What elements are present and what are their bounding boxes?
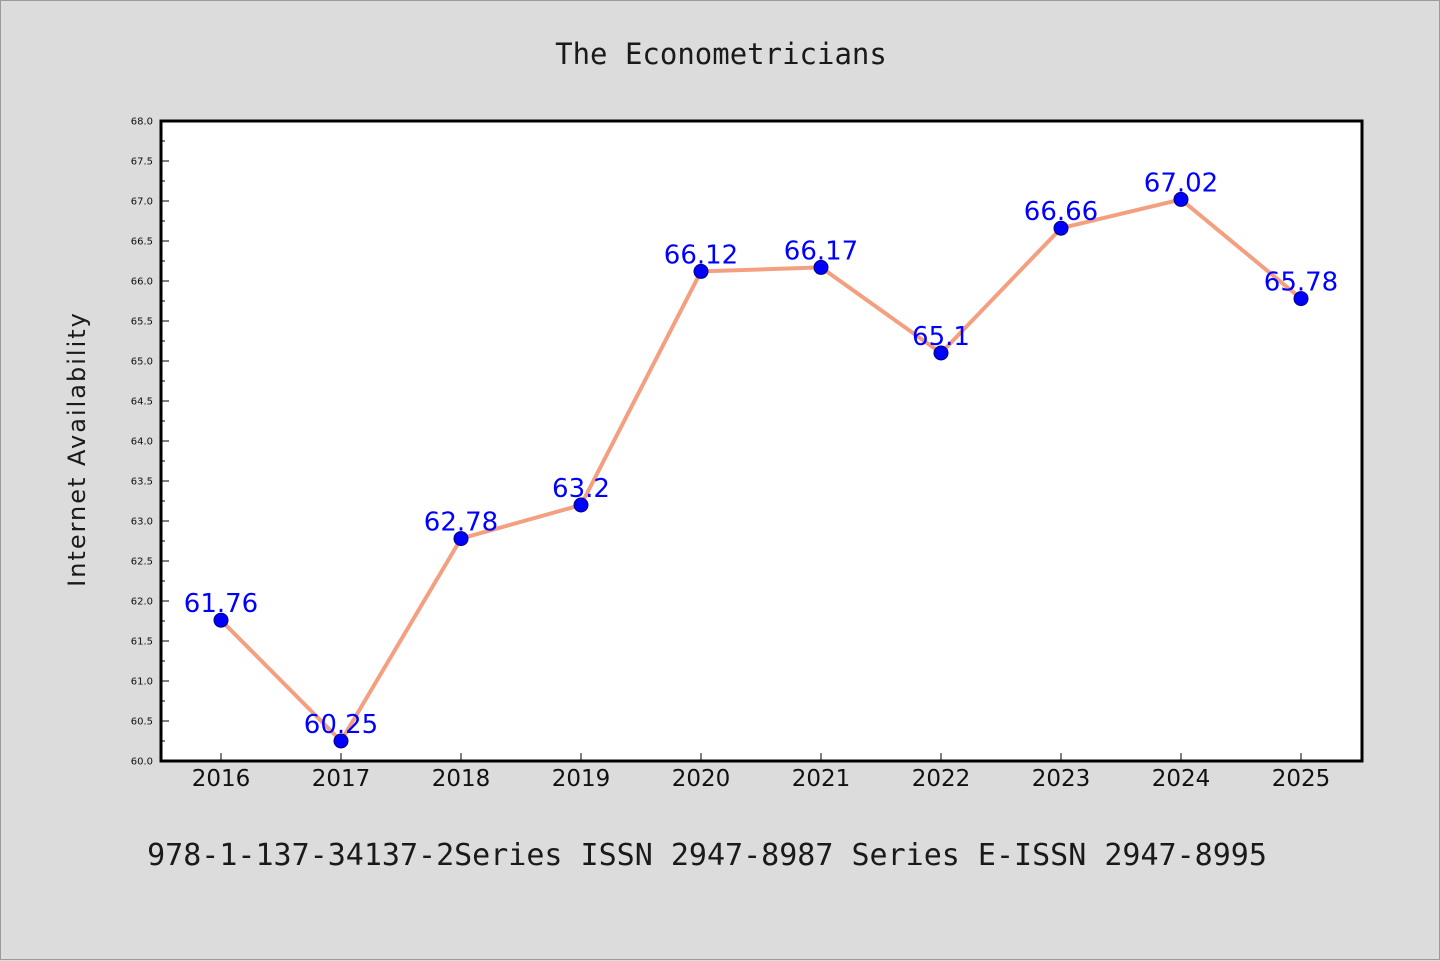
y-tick-label: 63.0 (131, 517, 153, 528)
x-tick-label: 2025 (1272, 766, 1331, 792)
footer-isbn-issn: 978-1-137-34137-2Series ISSN 2947-8987 S… (147, 838, 1267, 873)
y-tick-label: 63.5 (131, 477, 153, 488)
y-tick-label: 66.5 (131, 237, 153, 248)
data-point (933, 345, 949, 361)
data-label: 67.02 (1144, 168, 1218, 198)
data-label: 65.78 (1264, 268, 1338, 298)
data-point (453, 531, 469, 547)
data-point (1053, 220, 1069, 236)
x-tick-label: 2023 (1032, 766, 1091, 792)
y-tick-label: 66.0 (131, 277, 153, 288)
data-label: 63.2 (552, 474, 610, 504)
y-tick-label: 64.5 (131, 397, 153, 408)
data-label: 62.78 (424, 508, 498, 538)
y-tick-label: 67.5 (131, 157, 153, 168)
x-tick-label: 2020 (672, 766, 731, 792)
y-tick-label: 62.0 (131, 597, 153, 608)
y-axis: 60.0 60.5 61.0 61.5 62.0 62.5 63.0 63.5 64.0 64.5… (131, 117, 169, 768)
data-labels: 61.76 60.25 62.78 63.2 66.12 66.17 65.1 66.66 67… (184, 168, 1338, 740)
y-axis-label: Internet Availability (63, 311, 91, 587)
y-tick-label: 61.0 (131, 677, 153, 688)
y-tick-label: 62.5 (131, 557, 153, 568)
data-point (213, 612, 229, 628)
x-tick-label: 2024 (1152, 766, 1211, 792)
data-point (573, 497, 589, 513)
x-tick-label: 2018 (432, 766, 491, 792)
y-tick-label: 65.0 (131, 357, 153, 368)
data-point (1293, 291, 1309, 307)
data-label: 66.12 (664, 240, 738, 270)
y-tick-label: 64.0 (131, 437, 153, 448)
data-label: 66.17 (784, 236, 858, 266)
chart-title: The Econometricians (555, 37, 887, 71)
series-layer (213, 191, 1309, 749)
data-point (1173, 191, 1189, 207)
data-point (693, 263, 709, 279)
data-label: 61.76 (184, 589, 258, 619)
y-tick-label: 65.5 (131, 317, 153, 328)
data-label: 60.25 (304, 710, 378, 740)
y-tick-label: 60.5 (131, 717, 153, 728)
x-tick-label: 2016 (192, 766, 251, 792)
y-tick-label: 67.0 (131, 197, 153, 208)
y-tick-label: 68.0 (131, 117, 153, 128)
x-tick-label: 2017 (312, 766, 371, 792)
plot-area (159, 119, 1364, 763)
data-label: 65.1 (912, 322, 970, 352)
x-tick-label: 2019 (552, 766, 611, 792)
x-axis: 2016 2017 2018 2019 2020 2021 2022 2023 2024 2025 (192, 753, 1331, 792)
data-point (813, 259, 829, 275)
x-tick-label: 2021 (792, 766, 851, 792)
series-line (219, 197, 1303, 743)
data-label: 66.66 (1024, 197, 1098, 227)
y-tick-label: 61.5 (131, 637, 153, 648)
data-point (333, 733, 349, 749)
y-tick-label: 60.0 (131, 757, 153, 768)
x-tick-label: 2022 (912, 766, 971, 792)
